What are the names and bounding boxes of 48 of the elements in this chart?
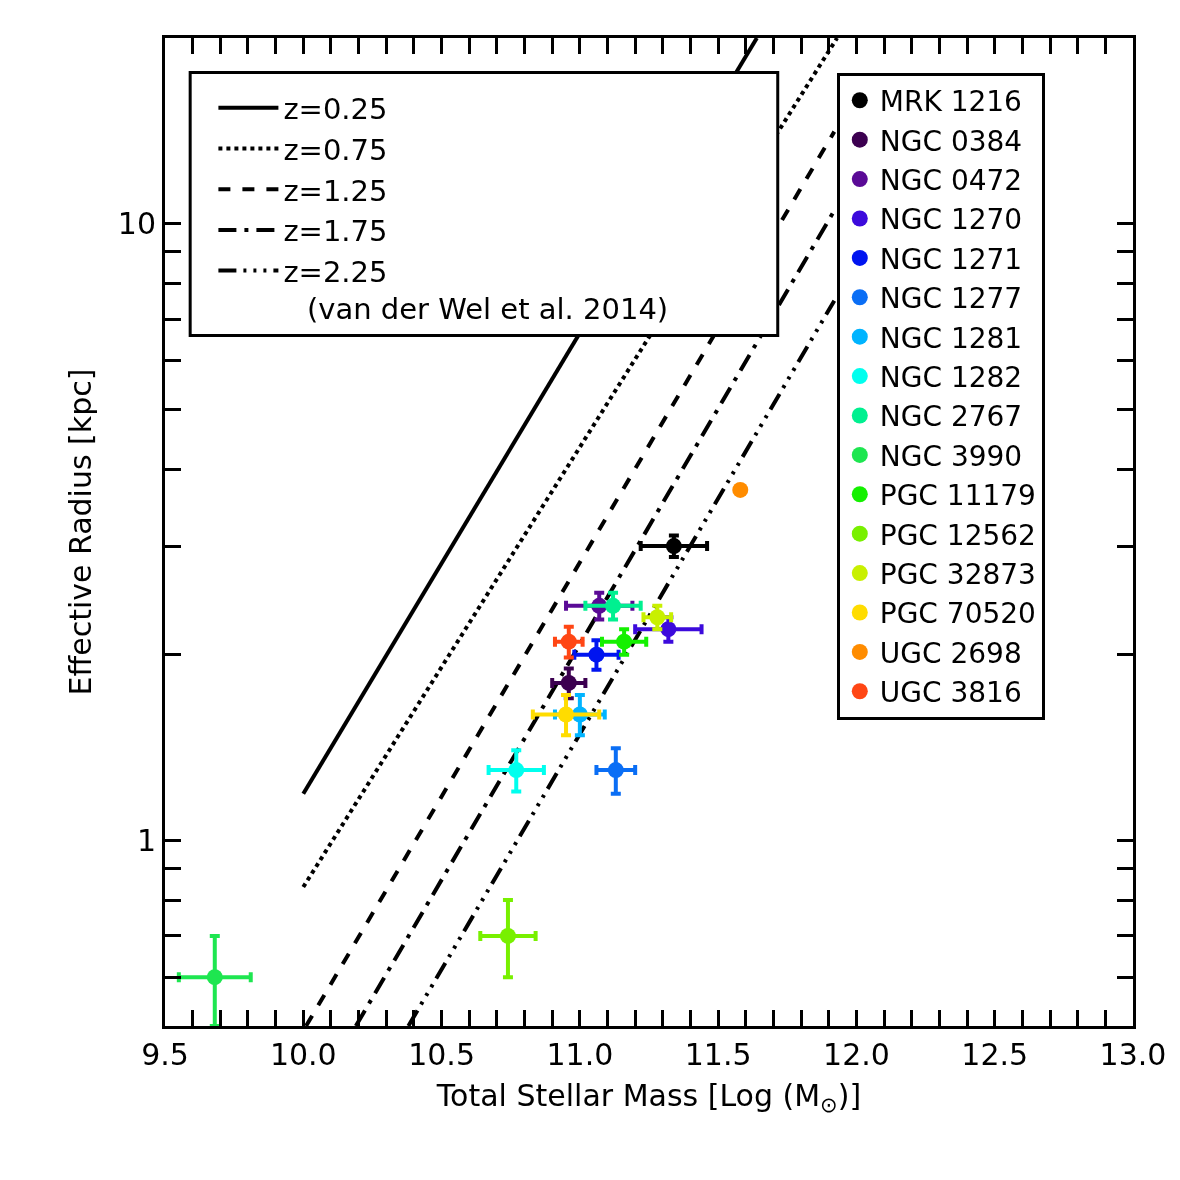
legend-label: PGC 11179 [879,479,1036,513]
point [206,969,223,986]
point [649,609,666,626]
point [607,762,624,779]
point [732,481,749,498]
legend-label: PGC 70520 [879,597,1036,631]
legend-label: UGC 3816 [879,676,1022,710]
x-axis-title: Total Stellar Mass [Log (M$_{⊙}$)] [435,1077,862,1117]
legend-label: NGC 3990 [879,439,1023,473]
annotation: (van der Wel et al. 2014) [307,292,669,326]
legend-label: NGC 1281 [879,321,1023,355]
point [508,762,525,779]
point [558,706,575,723]
x-tick-label: 12.0 [823,1037,890,1072]
legend-label: z=0.25 [283,92,388,127]
x-tick-label: 13.0 [1099,1037,1167,1072]
legend-label: NGC 1282 [879,361,1023,394]
legend-label: z=2.25 [283,254,388,289]
y-tick-label: 10 [117,206,156,242]
legend-label: NGC 1271 [879,242,1023,276]
point [560,633,577,650]
legend-label: NGC 1277 [879,282,1023,316]
legend-label: NGC 0384 [879,124,1023,158]
y-axis-title: Effective Radius [kpc] [62,368,98,696]
point [616,633,633,650]
legend-label: MRK 1216 [879,85,1022,119]
x-tick-label: 11.0 [546,1037,614,1072]
point [499,927,516,944]
legend-label: PGC 12562 [879,518,1036,552]
legend-label: z=1.25 [283,173,388,208]
legend-label: PGC 32873 [879,558,1036,591]
legend-label: z=0.75 [283,132,388,167]
x-tick-label: 11.5 [684,1037,752,1072]
point [660,621,677,638]
point [665,538,682,555]
legend-label: NGC 1270 [879,203,1023,237]
point [560,674,577,691]
legend-label: z=1.75 [283,214,388,249]
x-tick-label: 10.0 [269,1037,337,1072]
x-tick-label: 9.5 [141,1037,189,1072]
y-tick-label: 1 [136,822,156,858]
point [605,597,622,614]
x-tick-label: 10.5 [408,1037,475,1072]
point [588,646,605,663]
legend-label: UGC 2698 [879,636,1022,670]
legend-label: NGC 0472 [879,164,1023,197]
x-tick-label: 12.5 [961,1037,1029,1072]
legend-label: NGC 2767 [879,400,1023,434]
